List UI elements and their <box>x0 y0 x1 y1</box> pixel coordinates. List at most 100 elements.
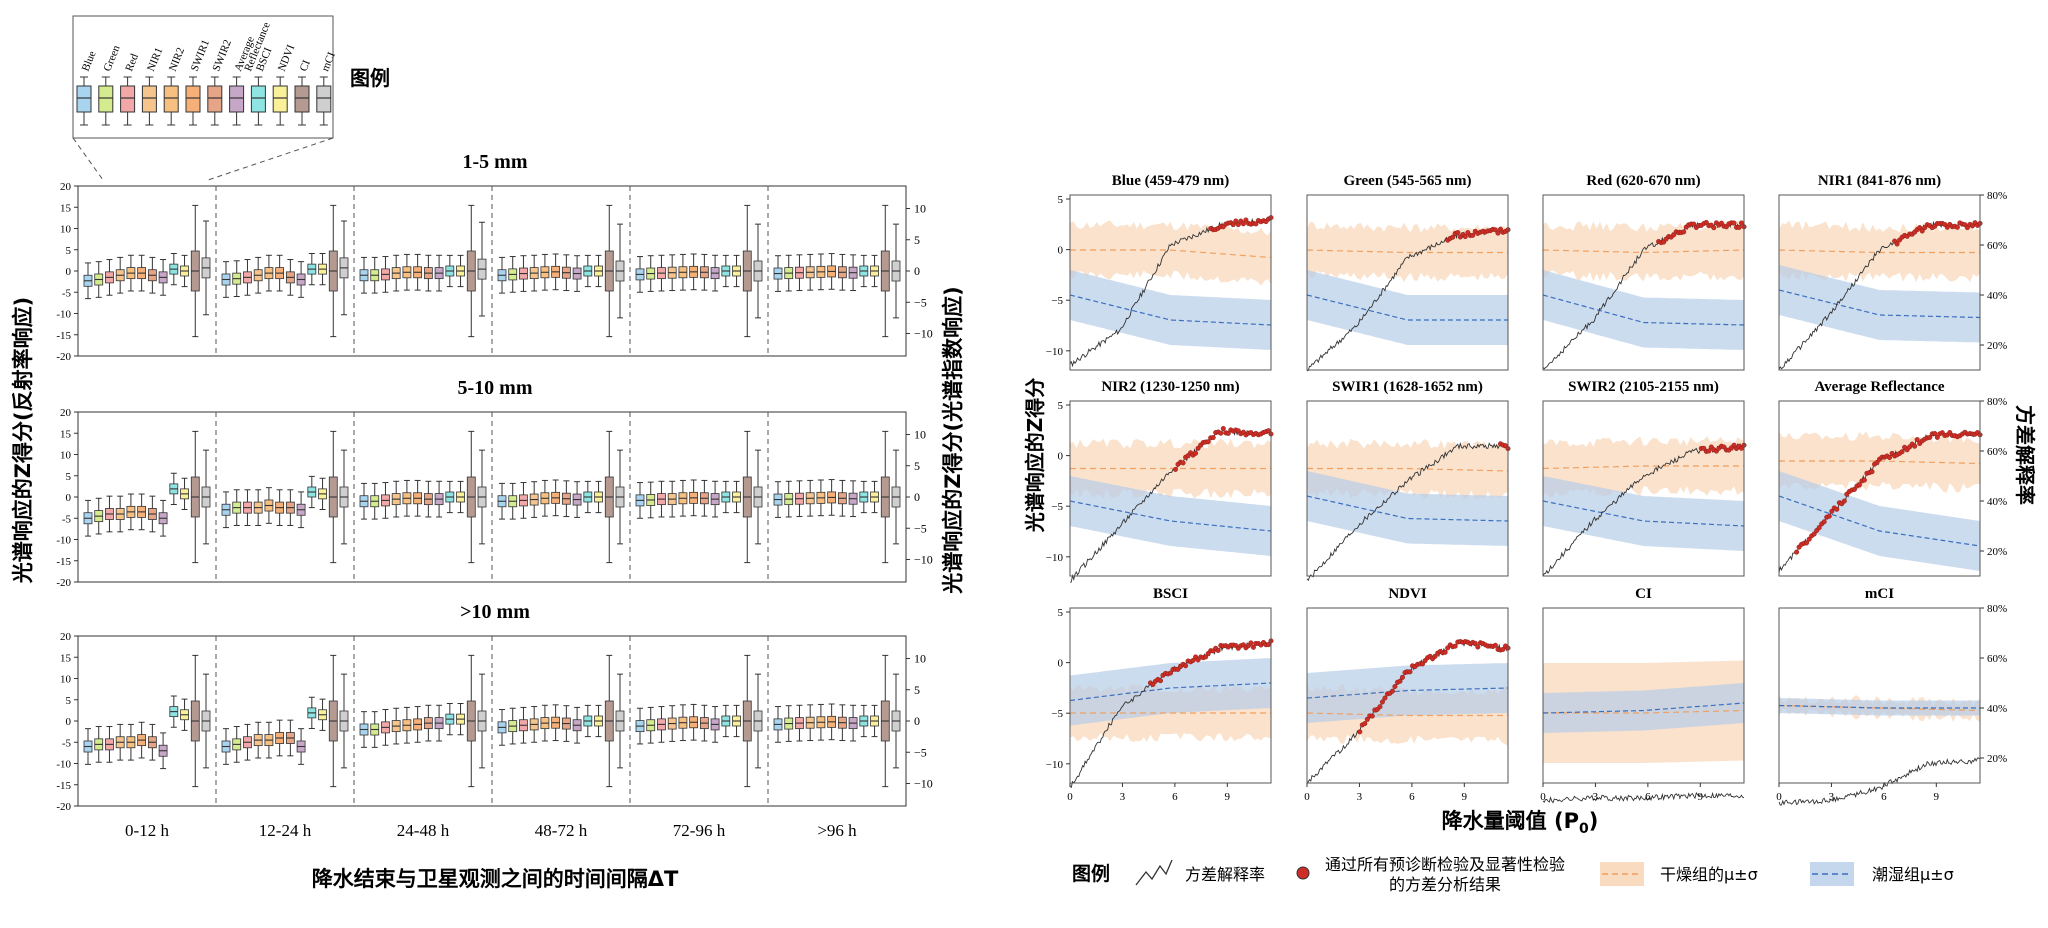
vr-tick: 20% <box>1987 753 2007 765</box>
significant-point <box>1399 674 1405 680</box>
variance-panel-title: Blue (459-479 nm) <box>1112 173 1230 189</box>
significant-point <box>1886 455 1892 461</box>
significant-point <box>1492 227 1498 233</box>
wet-mean-line <box>1778 495 1981 547</box>
significant-point <box>1472 640 1478 646</box>
y-tick-left: 20 <box>60 407 72 419</box>
z-tick: −5 <box>1051 708 1063 720</box>
wet-band <box>1307 471 1508 546</box>
variance-panel-frame <box>1306 400 1509 577</box>
significant-point <box>1382 695 1388 701</box>
box-panel-3: >10 mm 20 15 10 5 0 -5 -10 -15 -20 10 5 0 −5 −10 <box>56 601 932 813</box>
significant-point <box>1861 477 1867 483</box>
y-tick-right: 0 <box>914 714 920 728</box>
y-tick-left: -20 <box>56 351 71 363</box>
significant-point <box>1954 224 1960 230</box>
significant-point <box>1225 430 1231 436</box>
x-tick: 6 <box>1881 791 1887 803</box>
significant-point <box>1934 434 1940 440</box>
significant-point <box>1826 513 1832 519</box>
significant-point <box>1821 519 1827 525</box>
box-panel-1: 1-5 mm 20 15 10 5 0 -5 -10 -15 -20 10 5 0 −5 −10 <box>56 151 932 363</box>
variance-legend: 图例 方差解释率 通过所有预诊断检验及显著性检验 的方差分析结果 干燥组的μ±σ… <box>1072 855 1954 894</box>
significant-point <box>1364 716 1370 722</box>
x-tick: 0 <box>1776 791 1782 803</box>
legend-label-green: Green <box>101 43 122 73</box>
vr-tick: 80% <box>1987 396 2007 408</box>
significant-point <box>1220 426 1226 432</box>
variance-panel-frame <box>1778 607 1981 784</box>
significant-point <box>1389 688 1395 694</box>
group-label: 0-12 h <box>125 821 169 840</box>
variance-panel-frame <box>1306 194 1509 371</box>
z-tick: 0 <box>1058 245 1064 257</box>
vr-tick: 80% <box>1987 603 2007 615</box>
y-tick-right: 5 <box>914 683 920 697</box>
variance-panel-swir1-1628-1652-nm-: SWIR1 (1628-1652 nm) <box>1306 379 1511 582</box>
significant-point <box>1215 647 1221 653</box>
variance-panel-blue-459-479-nm-: Blue (459-479 nm) 5 0 −5 −10 <box>1046 173 1274 371</box>
variance-panel-frame <box>1069 607 1272 784</box>
right-legend-title: 图例 <box>1072 862 1110 885</box>
wet-mean-line <box>1778 704 1980 709</box>
y-tick-left: 15 <box>60 652 72 664</box>
dry-mean-line <box>1542 249 1745 254</box>
significant-point <box>1816 525 1822 531</box>
significant-point <box>1834 506 1840 512</box>
variance-panel-swir2-2105-2155-nm-: SWIR2 (2105-2155 nm) <box>1542 379 1747 577</box>
z-tick: −10 <box>1046 346 1064 358</box>
z-tick: 5 <box>1058 607 1064 619</box>
significant-point <box>1420 661 1426 667</box>
legend-title: 图例 <box>350 66 390 90</box>
variance-panel-frame <box>1542 194 1745 371</box>
wet-mean-line <box>1542 500 1745 527</box>
significant-point <box>1914 437 1920 443</box>
dry-mean-line <box>1306 712 1508 717</box>
significant-point <box>1248 640 1254 646</box>
legend-box-average-reflectance <box>229 85 245 113</box>
x-tick: 9 <box>1225 791 1231 803</box>
significant-point <box>1235 222 1241 228</box>
significant-point <box>1195 445 1201 451</box>
x-tick: 0 <box>1540 791 1546 803</box>
y-tick-left: 0 <box>66 492 72 504</box>
significant-point <box>1462 234 1468 240</box>
legend-label-nir2: NIR2 <box>167 46 187 73</box>
variance-explained-line <box>1069 427 1272 583</box>
significant-point <box>1218 430 1224 436</box>
legend-box-blue <box>76 85 92 113</box>
variance-panel-title: NIR2 (1230-1250 nm) <box>1101 379 1239 395</box>
variance-panel-title: CI <box>1635 586 1652 602</box>
group-label: 12-24 h <box>259 821 312 840</box>
wet-mean-line <box>1542 702 1745 714</box>
legend-label-mci: mCI <box>319 50 338 73</box>
significant-point <box>1470 232 1476 238</box>
dry-mean-line <box>1070 249 1272 259</box>
significant-point <box>1243 217 1249 223</box>
wet-band <box>1543 476 1744 551</box>
variance-panel-title: Average Reflectance <box>1814 379 1944 395</box>
vr-tick: 40% <box>1987 290 2007 302</box>
wet-mean-line <box>1069 682 1272 702</box>
y-tick-left: 5 <box>66 471 72 483</box>
significant-point <box>1377 704 1383 710</box>
wet-band <box>1307 663 1508 723</box>
variance-panel-ci: CI 0 3 6 9 <box>1540 586 1745 804</box>
wet-band <box>1070 658 1271 726</box>
significant-point <box>1397 678 1403 684</box>
variance-panel-frame <box>1069 194 1272 371</box>
significant-point <box>1500 646 1506 652</box>
group-label: >96 h <box>817 821 857 840</box>
variance-panel-title: Green (545-565 nm) <box>1343 173 1471 189</box>
variance-panel-frame <box>1778 400 1981 577</box>
y-tick-right: −5 <box>914 295 927 309</box>
significant-point <box>1180 460 1186 466</box>
x-tick: 0 <box>1304 791 1310 803</box>
legend-box-nir2 <box>163 85 179 113</box>
dry-band <box>1779 220 1980 283</box>
box-panel-title: >10 mm <box>460 601 530 623</box>
y-tick-right: 0 <box>914 264 920 278</box>
wet-mean-line <box>1306 495 1509 522</box>
wet-mean-line <box>1306 687 1509 699</box>
variance-panel-title: SWIR1 (1628-1652 nm) <box>1332 379 1483 395</box>
